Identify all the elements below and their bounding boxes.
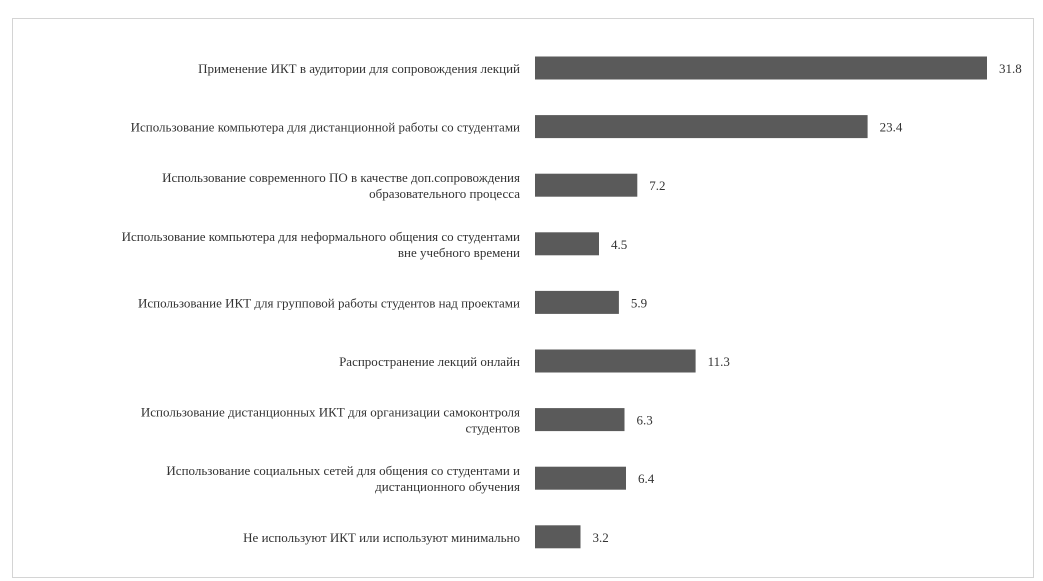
bar-9 <box>535 525 581 549</box>
category-label-4: Использование компьютера для неформально… <box>122 229 520 260</box>
value-label-6: 11.3 <box>708 354 730 369</box>
category-label-8: Использование социальных сетей для общен… <box>166 463 520 494</box>
category-label-2: Использование компьютера для дистанционн… <box>131 120 520 135</box>
category-label-1: Применение ИКТ в аудитории для сопровожд… <box>198 61 520 76</box>
bar-1 <box>535 56 987 80</box>
category-label-line: Использование современного ПО в качестве… <box>162 170 520 185</box>
category-label-line: Использование дистанционных ИКТ для орга… <box>141 405 520 420</box>
category-label-line: Использование ИКТ для групповой работы с… <box>138 295 520 310</box>
category-label-line: образовательного процесса <box>369 186 520 201</box>
bar-3 <box>535 173 638 197</box>
category-label-line: студентов <box>466 421 520 436</box>
chart-frame <box>12 18 1034 578</box>
value-label-5: 5.9 <box>631 295 647 310</box>
bar-8 <box>535 466 626 490</box>
category-label-6: Распространение лекций онлайн <box>339 354 520 369</box>
value-label-9: 3.2 <box>593 530 609 545</box>
category-label-9: Не используют ИКТ или используют минимал… <box>243 530 520 545</box>
category-label-line: Не используют ИКТ или используют минимал… <box>243 530 520 545</box>
category-label-5: Использование ИКТ для групповой работы с… <box>138 295 520 310</box>
category-label-line: Использование компьютера для дистанционн… <box>131 120 520 135</box>
category-label-line: Использование компьютера для неформально… <box>122 229 520 244</box>
value-label-1: 31.8 <box>999 61 1022 76</box>
bar-6 <box>535 349 696 373</box>
value-label-2: 23.4 <box>880 120 903 135</box>
value-label-3: 7.2 <box>649 178 665 193</box>
bar-7 <box>535 408 625 432</box>
bars-layer: 31.8 Применение ИКТ в аудитории для сопро… <box>122 56 1022 549</box>
category-label-3: Использование современного ПО в качестве… <box>162 170 520 201</box>
category-label-line: Распространение лекций онлайн <box>339 354 520 369</box>
category-label-7: Использование дистанционных ИКТ для орга… <box>141 405 520 436</box>
value-label-4: 4.5 <box>611 237 627 252</box>
category-label-line: Использование социальных сетей для общен… <box>166 463 520 478</box>
bar-5 <box>535 290 619 314</box>
category-label-line: вне учебного времени <box>398 245 520 260</box>
category-label-line: Применение ИКТ в аудитории для сопровожд… <box>198 61 520 76</box>
category-label-line: дистанционного обучения <box>375 479 520 494</box>
bar-2 <box>535 115 868 139</box>
value-label-8: 6.4 <box>638 471 655 486</box>
value-label-7: 6.3 <box>637 413 653 428</box>
bar-4 <box>535 232 599 256</box>
